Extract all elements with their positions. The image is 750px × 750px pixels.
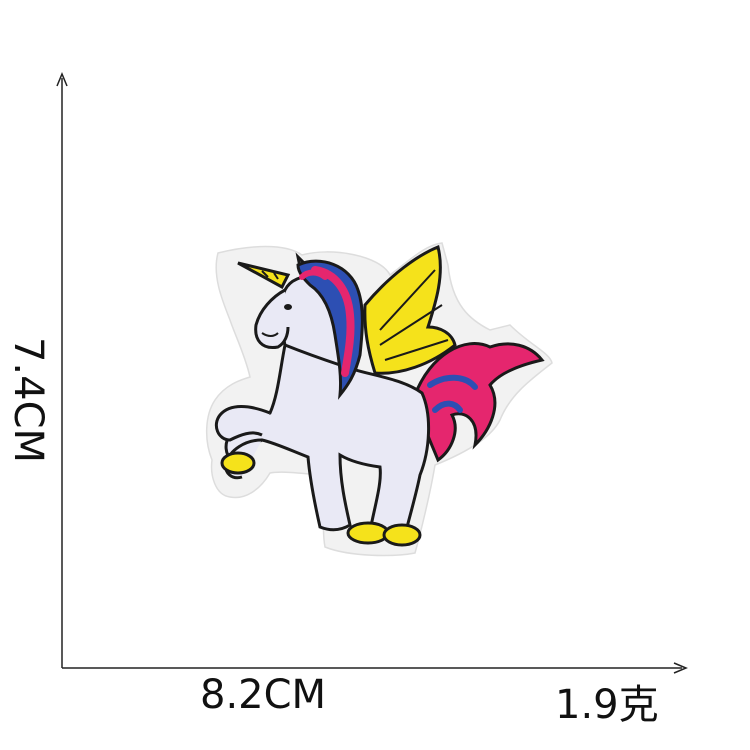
hoof bbox=[220, 451, 256, 475]
width-dimension-label: 8.2CM bbox=[200, 672, 327, 718]
unicorn-patch-image bbox=[205, 242, 553, 557]
hoof bbox=[346, 521, 390, 545]
height-dimension-label: 7.4CM bbox=[5, 336, 51, 464]
horizontal-axis-arrow bbox=[673, 662, 688, 674]
hoof bbox=[382, 523, 422, 547]
wing bbox=[363, 244, 457, 375]
eye bbox=[284, 304, 292, 310]
body bbox=[224, 340, 430, 538]
vertical-axis-arrow bbox=[56, 72, 68, 87]
front-leg bbox=[214, 405, 271, 442]
weight-label: 1.9克 bbox=[555, 682, 659, 728]
tail bbox=[413, 342, 545, 463]
